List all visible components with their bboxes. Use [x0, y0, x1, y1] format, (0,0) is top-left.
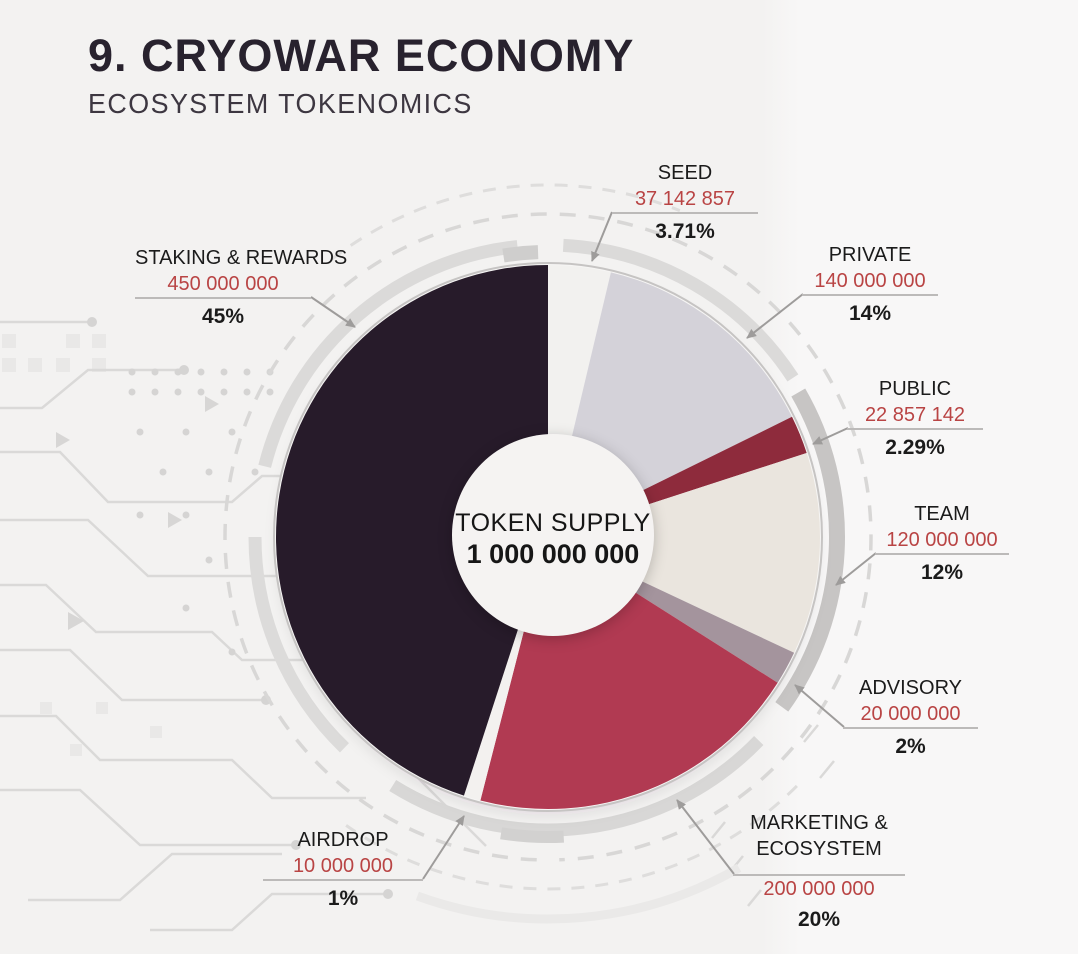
ring-arc: [223, 212, 873, 862]
label-rule: [875, 553, 1009, 555]
segment-name: STAKING & REWARDS: [135, 247, 348, 269]
token-supply-label: TOKEN SUPPLY: [455, 509, 651, 537]
segment-name: AIRDROP: [297, 829, 389, 851]
ring-arc: [502, 245, 539, 263]
segment-percent: 2.29%: [885, 436, 945, 459]
label-rule: [733, 874, 905, 876]
segment-label-staking-rewards: STAKING & REWARDS 450 000 000 45%: [135, 245, 348, 330]
token-supply-value: 1 000 000 000: [466, 539, 640, 569]
label-rule: [802, 294, 938, 296]
decorative-rings: [223, 183, 873, 924]
segment-percent: 1%: [327, 887, 359, 910]
segment-name: ADVISORY: [859, 677, 962, 699]
leader-line-team: [835, 552, 877, 586]
segment-amount: 22 857 142: [864, 404, 966, 426]
leader-line-seed: [591, 211, 613, 262]
ring-arc: [258, 240, 519, 468]
segment-amount: 450 000 000: [167, 273, 279, 295]
segment-name: PUBLIC: [878, 378, 952, 400]
pie-segment-staking-rewards: [275, 265, 548, 796]
ring-arc: [345, 784, 798, 891]
heading-block: 9. CRYOWAR ECONOMY ECOSYSTEM TOKENOMICS: [88, 30, 634, 122]
leader-line-marketing-ecosystem: [676, 799, 735, 875]
segment-percent: 2%: [895, 735, 926, 758]
ring-arc: [562, 238, 799, 382]
leader-lines: [310, 211, 877, 880]
segment-name: MARKETING & ECOSYSTEM: [750, 812, 888, 860]
segment-label-advisory: ADVISORY 20 000 000 2%: [843, 675, 978, 760]
label-rule: [847, 428, 983, 430]
segment-amount: 120 000 000: [886, 529, 998, 551]
segment-label-team: TEAM 120 000 000 12%: [875, 501, 1009, 586]
segment-percent: 45%: [201, 305, 245, 328]
ring-arc: [415, 863, 742, 924]
leader-line-advisory: [794, 684, 845, 728]
segment-label-private: PRIVATE 140 000 000 14%: [802, 242, 938, 327]
leader-line-staking-rewards: [310, 296, 356, 328]
segment-amount: 10 000 000: [292, 855, 394, 877]
label-rule: [843, 727, 978, 729]
segment-name: TEAM: [914, 503, 970, 525]
segment-percent: 12%: [920, 561, 964, 584]
label-rule: [263, 879, 423, 881]
segment-amount: 20 000 000: [860, 703, 961, 725]
page-title: 9. CRYOWAR ECONOMY: [88, 30, 635, 81]
ring-arc: [330, 183, 681, 261]
segment-name: PRIVATE: [828, 244, 912, 266]
segment-label-marketing-ecosystem: MARKETING & ECOSYSTEM 200 000 000 20%: [733, 810, 905, 933]
segment-percent: 20%: [797, 908, 841, 931]
segment-percent: 3.71%: [655, 220, 715, 243]
ring-arc: [775, 388, 845, 712]
leader-line-public: [812, 427, 849, 445]
donut-hole: [452, 434, 654, 636]
segment-percent: 14%: [848, 302, 892, 325]
ring-arc: [500, 827, 565, 843]
page-subtitle: ECOSYSTEM TOKENOMICS: [88, 88, 473, 119]
segment-amount: 37 142 857: [634, 188, 736, 210]
label-rule: [612, 212, 758, 214]
triangle-marks: [56, 396, 219, 630]
segment-name: SEED: [657, 162, 713, 184]
segment-label-public: PUBLIC 22 857 142 2.29%: [847, 376, 983, 461]
donut-center-text: TOKEN SUPPLY 1 000 000 000: [443, 508, 663, 570]
segment-amount: 140 000 000: [814, 270, 926, 292]
segment-amount: 200 000 000: [763, 878, 875, 900]
ring-arc: [389, 736, 764, 837]
pie-segment-team: [548, 452, 821, 653]
leader-line-airdrop: [422, 815, 465, 880]
segment-label-seed: SEED 37 142 857 3.71%: [612, 160, 758, 245]
leader-line-private: [746, 293, 804, 339]
ring-arc: [248, 536, 349, 753]
segment-label-airdrop: AIRDROP 10 000 000 1%: [263, 827, 423, 912]
label-rule: [135, 297, 311, 299]
